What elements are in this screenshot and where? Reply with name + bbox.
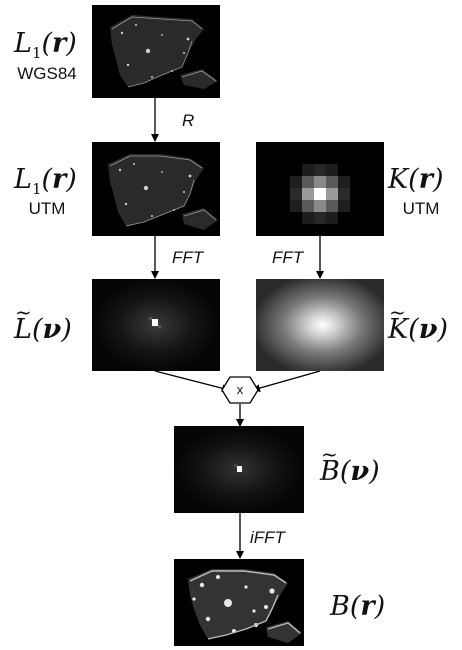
panel-l1-wgs84 <box>92 5 220 98</box>
label-l1-r-utm: L1(r) <box>14 164 77 198</box>
panel-b-r <box>174 559 304 646</box>
panel-b-tilde-nu <box>174 426 304 513</box>
panel-k-tilde-nu <box>256 279 384 371</box>
arrow-lnu-to-mult <box>154 370 230 393</box>
caption-utm-right: UTM <box>402 199 440 218</box>
op-label-ifft: iFFT <box>250 528 285 547</box>
op-label-fft-left: FFT <box>172 248 204 267</box>
label-l-tilde-nu: L(ν) <box>14 302 72 343</box>
op-label-fft-right: FFT <box>272 248 304 267</box>
label-b-r: B(r) <box>330 591 386 622</box>
caption-utm-left: UTM <box>28 199 66 218</box>
arrow-knu-to-mult <box>252 370 321 392</box>
panel-k-utm <box>256 142 384 236</box>
panel-l-tilde-nu <box>92 279 220 371</box>
label-b-tilde-nu: B(ν) <box>320 444 380 485</box>
op-label-r: R <box>182 111 195 130</box>
label-k-r: K(r) <box>388 164 444 195</box>
panel-l1-utm <box>92 142 220 236</box>
multiply-operator-label: x <box>236 382 244 397</box>
label-k-tilde-nu: K(ν) <box>388 302 448 343</box>
caption-wgs84: WGS84 <box>17 64 77 83</box>
label-l1-r-wgs84: L1(r) <box>14 28 77 62</box>
